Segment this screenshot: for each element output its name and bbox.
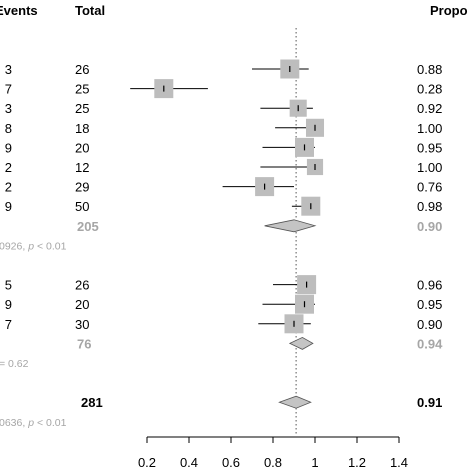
study-proportion: 0.76 (417, 180, 442, 195)
study-events: 2 (5, 180, 12, 195)
study-events: 9 (5, 140, 12, 155)
forest-rows: 3 26 0.887 25 0.283 25 0.928 18 1.009 20 0.952 12 1.… (0, 28, 443, 435)
het-p-symbol: p (27, 240, 34, 252)
study-events: 7 (5, 317, 12, 332)
overall-proportion: 0.91 (417, 395, 442, 410)
study-events: 2 (5, 160, 12, 175)
x-tick-label: 1.2 (348, 455, 366, 470)
het-p-symbol: p (27, 417, 34, 429)
het-text-a: 0926, (0, 240, 28, 252)
het-text-b: < 0.01 (34, 240, 67, 252)
study-proportion: 0.28 (417, 82, 442, 97)
header-proportion: Propo (430, 3, 468, 18)
study-events: 9 (5, 199, 12, 214)
study-events: 3 (5, 62, 12, 77)
het-text-a: 0636, (0, 417, 28, 429)
subtotal-diamond (264, 219, 317, 233)
subtotal-proportion: 0.90 (417, 219, 442, 234)
study-events: 7 (5, 82, 12, 97)
heterogeneity-text: 0926, p < 0.01 (0, 240, 67, 252)
study-total: 12 (75, 160, 89, 175)
heterogeneity-text: = 0.62 (0, 358, 29, 370)
study-proportion: 0.95 (417, 140, 442, 155)
header-events: Events (0, 3, 38, 18)
study-total: 29 (75, 180, 89, 195)
study-total: 26 (75, 278, 89, 293)
x-tick-label: 0.2 (138, 455, 156, 470)
study-total: 50 (75, 199, 89, 214)
study-proportion: 0.95 (417, 297, 442, 312)
subtotal-diamond (288, 336, 314, 350)
study-total: 20 (75, 297, 89, 312)
study-proportion: 0.98 (417, 199, 442, 214)
study-proportion: 0.88 (417, 62, 442, 77)
study-proportion: 0.92 (417, 101, 442, 116)
het-text-a: = 0.62 (0, 358, 29, 370)
study-proportion: 1.00 (417, 160, 442, 175)
x-tick-label: 1 (311, 455, 318, 470)
study-proportion: 0.90 (417, 317, 442, 332)
overall-diamond (278, 395, 312, 409)
x-tick-label: 0.8 (264, 455, 282, 470)
heterogeneity-text: 0636, p < 0.01 (0, 417, 67, 429)
study-events: 8 (5, 121, 12, 136)
study-events: 3 (5, 101, 12, 116)
study-total: 18 (75, 121, 89, 136)
study-proportion: 0.96 (417, 278, 442, 293)
het-text-b: < 0.01 (34, 417, 67, 429)
x-tick-label: 1.4 (390, 455, 408, 470)
subtotal-total: 76 (77, 336, 91, 351)
study-events: 5 (5, 278, 12, 293)
x-tick-label: 0.6 (222, 455, 240, 470)
study-proportion: 1.00 (417, 121, 442, 136)
study-events: 9 (5, 297, 12, 312)
study-total: 25 (75, 101, 89, 116)
study-total: 26 (75, 62, 89, 77)
x-tick-label: 0.4 (180, 455, 198, 470)
header-total: Total (75, 3, 105, 18)
x-axis: 0.2 0.4 0.6 0.8 1 1.2 1.4 (138, 436, 408, 470)
study-total: 30 (75, 317, 89, 332)
overall-total: 281 (81, 395, 103, 410)
subtotal-total: 205 (77, 219, 99, 234)
study-total: 20 (75, 140, 89, 155)
subtotal-proportion: 0.94 (417, 336, 443, 351)
study-total: 25 (75, 82, 89, 97)
